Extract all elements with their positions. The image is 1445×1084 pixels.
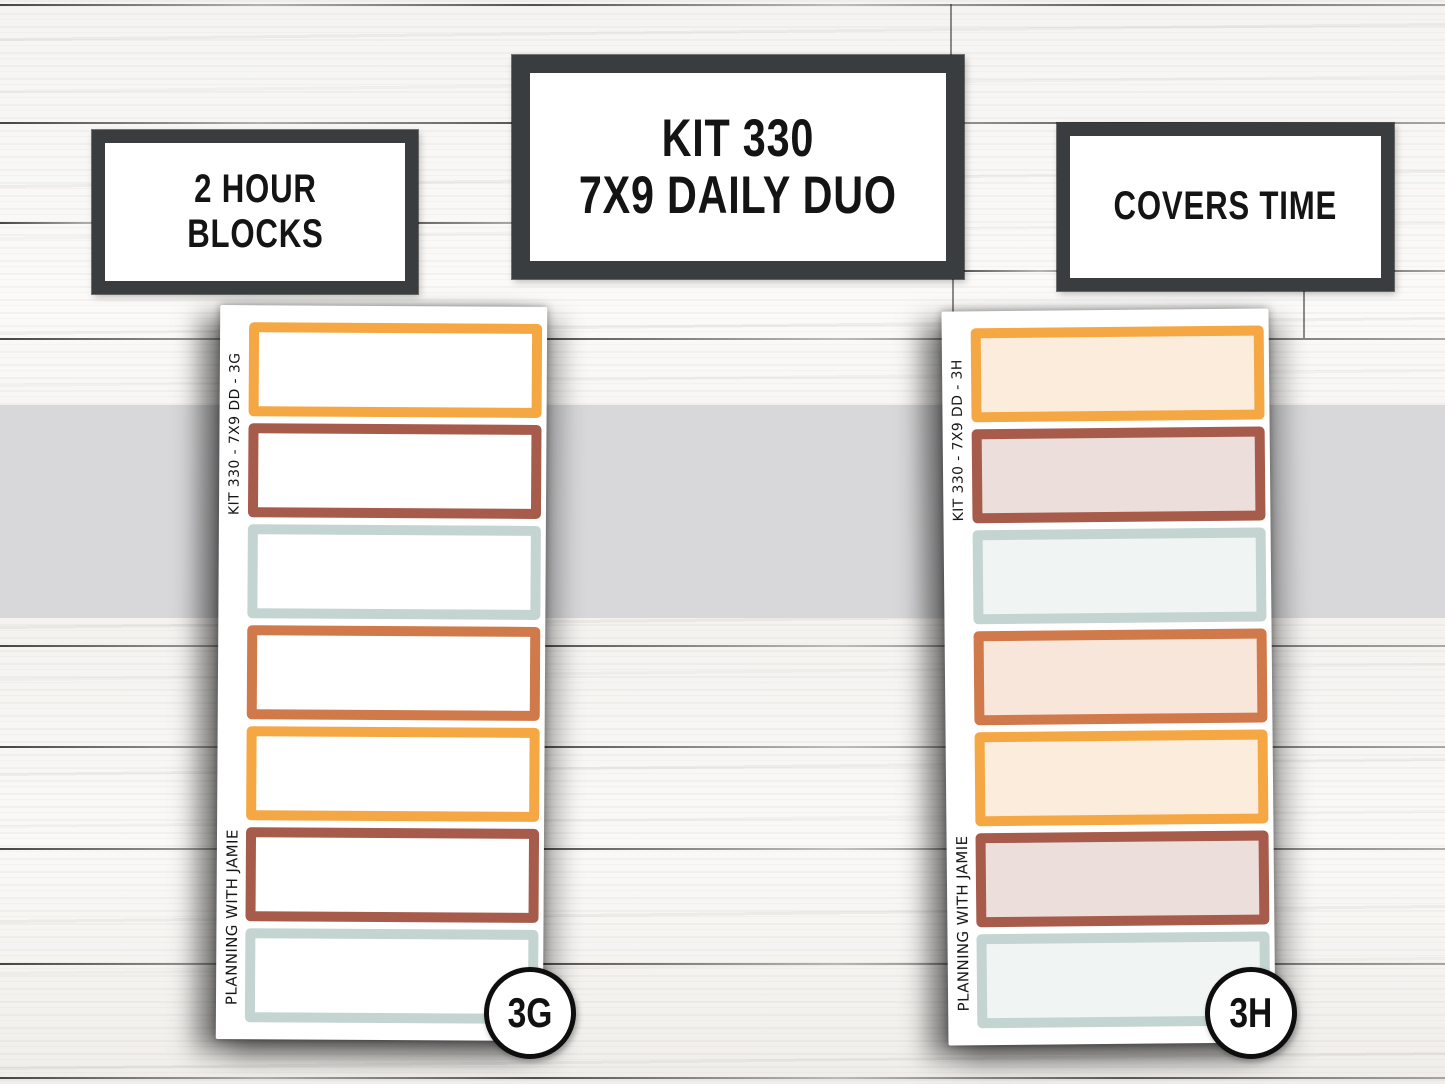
plank-seam bbox=[0, 338, 1445, 340]
sticker-box bbox=[974, 729, 1269, 827]
sticker-sheet-3h: KIT 330 - 7X9 DD - 3H PLANNING WITH JAMI… bbox=[941, 308, 1276, 1046]
plank-seam bbox=[0, 645, 1445, 647]
sticker-box bbox=[246, 625, 541, 721]
plank-seam bbox=[0, 4, 1445, 6]
label-line: 2 HOUR bbox=[193, 166, 317, 211]
label-covers-time: COVERS TIME bbox=[1057, 123, 1394, 291]
plank-seam bbox=[0, 1077, 1445, 1079]
sticker-box bbox=[246, 726, 540, 822]
sheet-code-badge-3h: 3H bbox=[1205, 967, 1297, 1059]
plank-seam bbox=[0, 746, 1445, 748]
title-line: 7X9 DAILY DUO bbox=[578, 166, 898, 225]
plank-seam bbox=[0, 848, 1445, 850]
label-text: COVERS TIME bbox=[1114, 184, 1338, 229]
plank-joint bbox=[952, 222, 954, 338]
sticker-box bbox=[247, 423, 542, 519]
title-kit-330: KIT 330 7X9 DAILY DUO bbox=[512, 55, 964, 279]
sticker-box bbox=[972, 527, 1267, 625]
sticker-box-column bbox=[244, 322, 543, 1024]
sticker-box bbox=[245, 827, 540, 923]
sheet-brand-text: PLANNING WITH JAMIE bbox=[222, 829, 242, 1006]
plank-joint bbox=[1303, 270, 1305, 338]
sticker-box bbox=[975, 830, 1270, 928]
sticker-box-column bbox=[970, 325, 1271, 1029]
sticker-box bbox=[971, 426, 1266, 524]
sticker-box bbox=[970, 325, 1265, 423]
sheet-brand-text: PLANNING WITH JAMIE bbox=[953, 835, 973, 1012]
sticker-box bbox=[973, 628, 1268, 726]
sheet-kit-code-text: KIT 330 - 7X9 DD - 3G bbox=[226, 352, 244, 516]
label-line: BLOCKS bbox=[186, 212, 324, 256]
label-line: COVERS TIME bbox=[1113, 184, 1338, 229]
label-text: 2 HOUR BLOCKS bbox=[187, 167, 323, 257]
sticker-box bbox=[247, 524, 541, 620]
badge-text: 3G bbox=[507, 989, 553, 1036]
plank-seam bbox=[0, 963, 1445, 965]
badge-text: 3H bbox=[1229, 989, 1273, 1036]
label-2-hour-blocks: 2 HOUR BLOCKS bbox=[92, 130, 418, 294]
sheet-code-badge-3g: 3G bbox=[484, 967, 576, 1059]
sticker-box bbox=[248, 322, 543, 418]
sheet-kit-code-text: KIT 330 - 7X9 DD - 3H bbox=[949, 359, 967, 522]
title-line: KIT 330 bbox=[661, 108, 815, 168]
sticker-sheet-3g: KIT 330 - 7X9 DD - 3G PLANNING WITH JAMI… bbox=[215, 305, 548, 1041]
title-text: KIT 330 7X9 DAILY DUO bbox=[578, 108, 898, 225]
